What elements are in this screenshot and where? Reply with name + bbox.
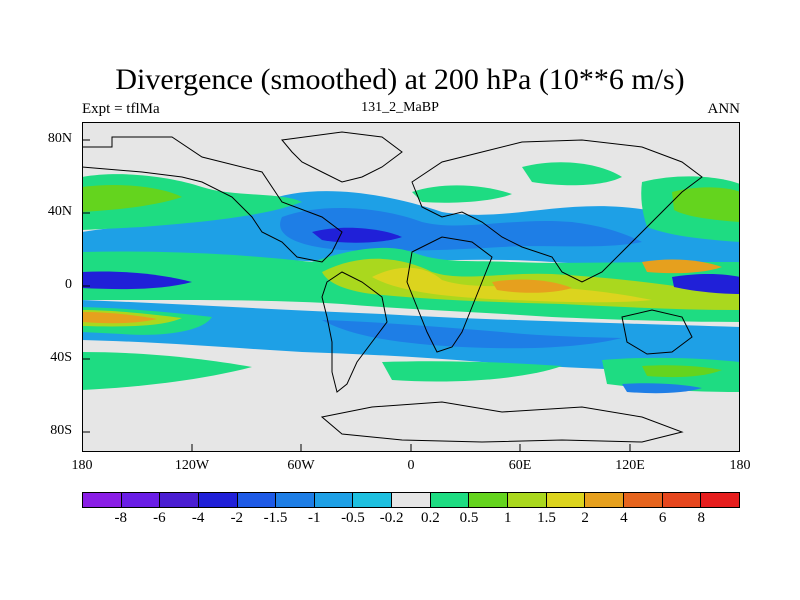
- color-bar-box: [83, 493, 122, 507]
- color-bar-box: [392, 493, 431, 507]
- color-bar-label: 8: [697, 510, 706, 526]
- color-bar-label: -0.2: [379, 510, 404, 526]
- east-pacific-green-core: [672, 187, 740, 222]
- color-bar-box: [469, 493, 509, 507]
- color-bar-box: [353, 493, 393, 507]
- divergence-map: [82, 122, 740, 452]
- color-bar: [82, 492, 740, 508]
- map-panel: [82, 122, 740, 452]
- color-bar-box: [121, 493, 161, 507]
- color-bar-label: 0.2: [420, 510, 440, 526]
- x-tick-0: 0: [407, 458, 415, 473]
- south-high-lat-green: [82, 352, 252, 390]
- south-indian-green-core: [642, 365, 722, 378]
- x-tick-120e: 120E: [615, 458, 645, 473]
- australia-coast: [621, 309, 693, 355]
- south-america-coast: [321, 271, 388, 393]
- color-bar-box: [701, 493, 739, 507]
- x-tick-180e: 180: [729, 458, 751, 473]
- y-tick-0: 0: [65, 277, 72, 292]
- run-label: 131_2_MaBP: [361, 100, 439, 115]
- color-bar-label: -8: [114, 510, 127, 526]
- color-bar-box: [546, 493, 586, 507]
- color-bar-box: [198, 493, 238, 507]
- color-bar-label: 2: [581, 510, 589, 526]
- coastlines: [82, 131, 703, 443]
- south-atlantic-green: [382, 361, 562, 382]
- south-convergence-core: [322, 320, 622, 349]
- color-bar-box: [160, 493, 199, 507]
- tick-marks: [82, 139, 631, 452]
- color-bar-box: [314, 493, 354, 507]
- north-convergence-min: [312, 227, 402, 243]
- east-pacific-convergence: [672, 273, 740, 294]
- color-bar-box: [430, 493, 470, 507]
- tropical-divergence-max: [492, 279, 572, 293]
- y-tick-40n: 40N: [47, 204, 72, 219]
- south-deep-blue: [622, 383, 702, 394]
- color-bar-label: -1: [307, 510, 321, 526]
- eurasia-coast: [411, 139, 703, 283]
- color-bar-label: -6: [153, 510, 166, 526]
- y-tick-80n: 80N: [47, 131, 72, 146]
- color-bar-label: -4: [191, 510, 205, 526]
- central-pacific-convergence: [82, 271, 192, 290]
- plot-title: Divergence (smoothed) at 200 hPa (10**6 …: [115, 63, 685, 96]
- x-tick-180w: 180: [71, 458, 93, 473]
- x-tick-60e: 60E: [508, 458, 532, 473]
- x-tick-120w: 120W: [174, 458, 210, 473]
- south-pacific-max: [82, 312, 157, 324]
- color-bar-label: -2: [230, 510, 244, 526]
- north-america-coast: [82, 136, 343, 263]
- season-label: ANN: [707, 101, 741, 117]
- north-pacific-green-core: [82, 185, 182, 212]
- color-bar-box: [585, 493, 624, 507]
- color-bar-label: 6: [658, 510, 667, 526]
- color-bar-label: 1.5: [537, 510, 556, 526]
- west-pacific-max: [642, 259, 722, 274]
- experiment-label: Expt = tflMa: [82, 101, 160, 117]
- color-bar-box: [508, 493, 547, 507]
- asia-green: [522, 162, 622, 186]
- color-bar-box: [662, 493, 702, 507]
- color-bar-label: 4: [620, 510, 628, 526]
- y-tick-80s: 80S: [50, 423, 72, 438]
- color-bar-label: -1.5: [263, 510, 288, 526]
- color-bar-box: [623, 493, 663, 507]
- color-bar-box: [237, 493, 277, 507]
- y-tick-40s: 40S: [50, 350, 72, 365]
- tropical-divergence-core: [372, 267, 652, 303]
- color-bar-box: [276, 493, 315, 507]
- north-atlantic-green: [412, 185, 512, 203]
- africa-coast: [406, 236, 493, 353]
- color-bar-label: -0.5: [341, 510, 365, 526]
- greenland-coast: [281, 131, 403, 183]
- antarctica-coast: [320, 401, 684, 443]
- x-tick-60w: 60W: [287, 458, 315, 473]
- color-bar-label: 1: [504, 510, 512, 526]
- color-bar-label: 0.5: [459, 510, 479, 526]
